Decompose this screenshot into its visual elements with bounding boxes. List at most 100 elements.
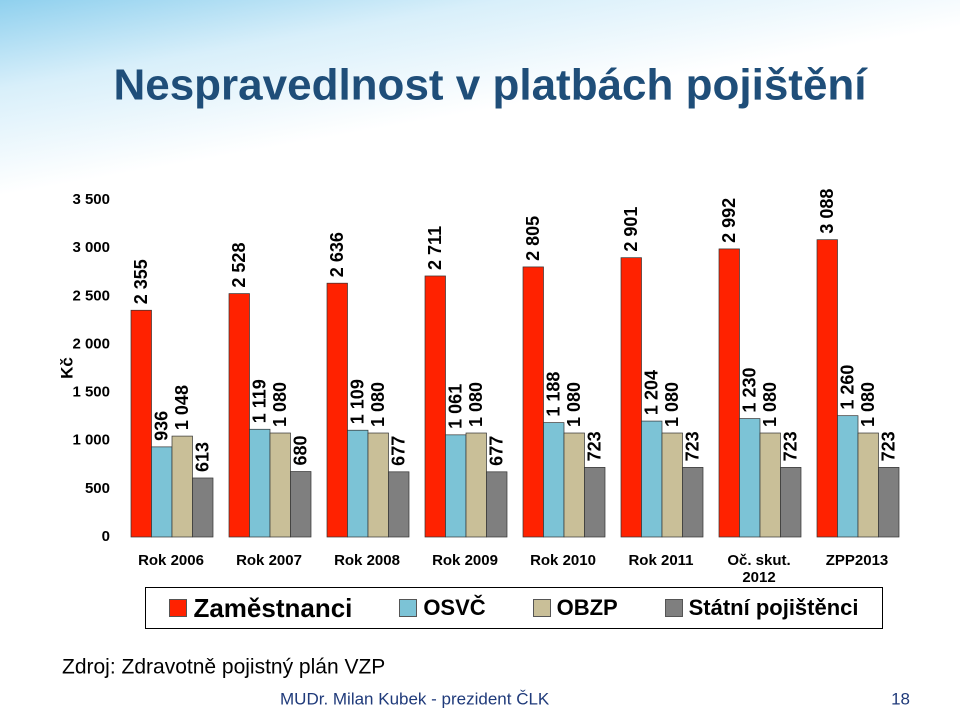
value-label: 723 <box>781 431 801 461</box>
bar <box>661 432 683 538</box>
value-label: 1 188 <box>544 372 564 417</box>
legend-swatch <box>664 599 683 617</box>
value-label: 1 080 <box>662 382 682 427</box>
y-tick-label: 3 500 <box>72 191 110 208</box>
bar <box>584 467 606 538</box>
bar <box>151 446 173 538</box>
bar <box>641 420 663 538</box>
value-label: 680 <box>291 435 311 465</box>
value-label: 723 <box>683 431 703 461</box>
x-tick-label: Rok 2010 <box>530 552 596 569</box>
value-label: 3 088 <box>817 189 837 234</box>
legend: Zaměstnanci OSVČ OBZP Státní pojištěnci <box>145 587 883 629</box>
bar <box>424 275 446 538</box>
legend-label: Státní pojištěnci <box>688 595 859 620</box>
bar <box>739 418 761 538</box>
value-label: 1 230 <box>740 368 760 413</box>
bar <box>857 432 879 538</box>
bar <box>563 432 585 538</box>
legend-item: Zaměstnanci <box>169 593 352 624</box>
legend-label: Zaměstnanci <box>193 592 353 623</box>
value-label: 1 204 <box>642 370 662 415</box>
y-tick-label: 3 000 <box>72 239 110 256</box>
x-tick-label: Rok 2008 <box>334 552 400 569</box>
x-tick-label: Rok 2009 <box>432 552 498 569</box>
bar <box>171 435 193 538</box>
bar <box>228 293 250 538</box>
bar <box>620 257 642 538</box>
footer-author: MUDr. Milan Kubek - prezident ČLK <box>280 689 550 708</box>
bar <box>192 477 214 538</box>
page-number: 18 <box>891 689 910 708</box>
bar <box>445 434 467 538</box>
value-label: 1 080 <box>760 382 780 427</box>
y-tick-label: 1 000 <box>72 432 110 449</box>
value-label: 2 711 <box>425 226 445 270</box>
y-axis-title: Kč <box>57 357 76 379</box>
legend-swatch <box>532 599 551 617</box>
y-tick-label: 500 <box>85 480 110 497</box>
bar <box>465 432 487 538</box>
value-label: 1 080 <box>270 382 290 427</box>
bar <box>388 471 410 538</box>
y-tick-label: 2 000 <box>72 335 110 352</box>
value-label: 2 992 <box>719 198 739 243</box>
value-label: 2 528 <box>229 243 249 288</box>
value-label: 1 109 <box>348 379 368 424</box>
value-label: 2 636 <box>327 232 347 277</box>
value-label: 936 <box>152 411 172 441</box>
bar <box>269 432 291 538</box>
value-label: 1 080 <box>564 382 584 427</box>
legend-item: OBZP <box>532 595 618 621</box>
bar <box>130 309 152 538</box>
x-tick-label: Rok 2006 <box>138 552 204 569</box>
value-label: 2 901 <box>621 207 641 252</box>
bar <box>759 432 781 538</box>
value-label: 723 <box>585 431 605 461</box>
bar <box>837 415 859 538</box>
value-label: 1 260 <box>838 365 858 410</box>
value-label: 613 <box>193 442 213 472</box>
value-label: 723 <box>879 431 899 461</box>
value-label: 1 119 <box>250 379 270 423</box>
bar <box>682 467 704 538</box>
chart-title: Nespravedlnost v platbách pojištění <box>113 61 868 110</box>
y-tick-label: 0 <box>102 528 110 545</box>
value-label: 2 355 <box>131 259 151 304</box>
bar <box>816 239 838 538</box>
x-tick-label: ZPP2013 <box>825 552 889 569</box>
y-tick-label: 1 500 <box>72 384 110 401</box>
x-tick-label: Rok 2011 <box>628 552 694 569</box>
legend-label: OBZP <box>556 595 618 620</box>
bar <box>486 471 508 538</box>
legend-swatch <box>169 599 188 617</box>
y-tick-label: 2 500 <box>72 287 110 304</box>
bar <box>543 422 565 538</box>
legend-item: Státní pojištěnci <box>664 595 859 621</box>
value-label: 677 <box>487 436 507 466</box>
x-tick-label: Oč. skut. 2012 <box>727 552 791 586</box>
value-label: 1 080 <box>466 382 486 427</box>
x-tick-label: Rok 2007 <box>236 552 302 569</box>
value-label: 1 080 <box>368 382 388 427</box>
value-label: 1 080 <box>858 382 878 427</box>
bar <box>718 248 740 538</box>
bar <box>367 432 389 538</box>
bar <box>878 467 900 538</box>
legend-swatch <box>399 599 418 617</box>
bar <box>290 471 312 538</box>
legend-label: OSVČ <box>423 595 486 620</box>
bar <box>347 429 369 538</box>
value-label: 1 061 <box>446 384 466 429</box>
bar <box>522 266 544 538</box>
value-label: 1 048 <box>172 385 192 430</box>
legend-item: OSVČ <box>399 595 486 621</box>
bar <box>326 282 348 538</box>
value-label: 2 805 <box>523 216 543 261</box>
value-label: 677 <box>389 436 409 466</box>
bar <box>780 467 802 538</box>
source: Zdroj: Zdravotně pojistný plán VZP <box>62 656 385 679</box>
bar <box>249 428 271 538</box>
